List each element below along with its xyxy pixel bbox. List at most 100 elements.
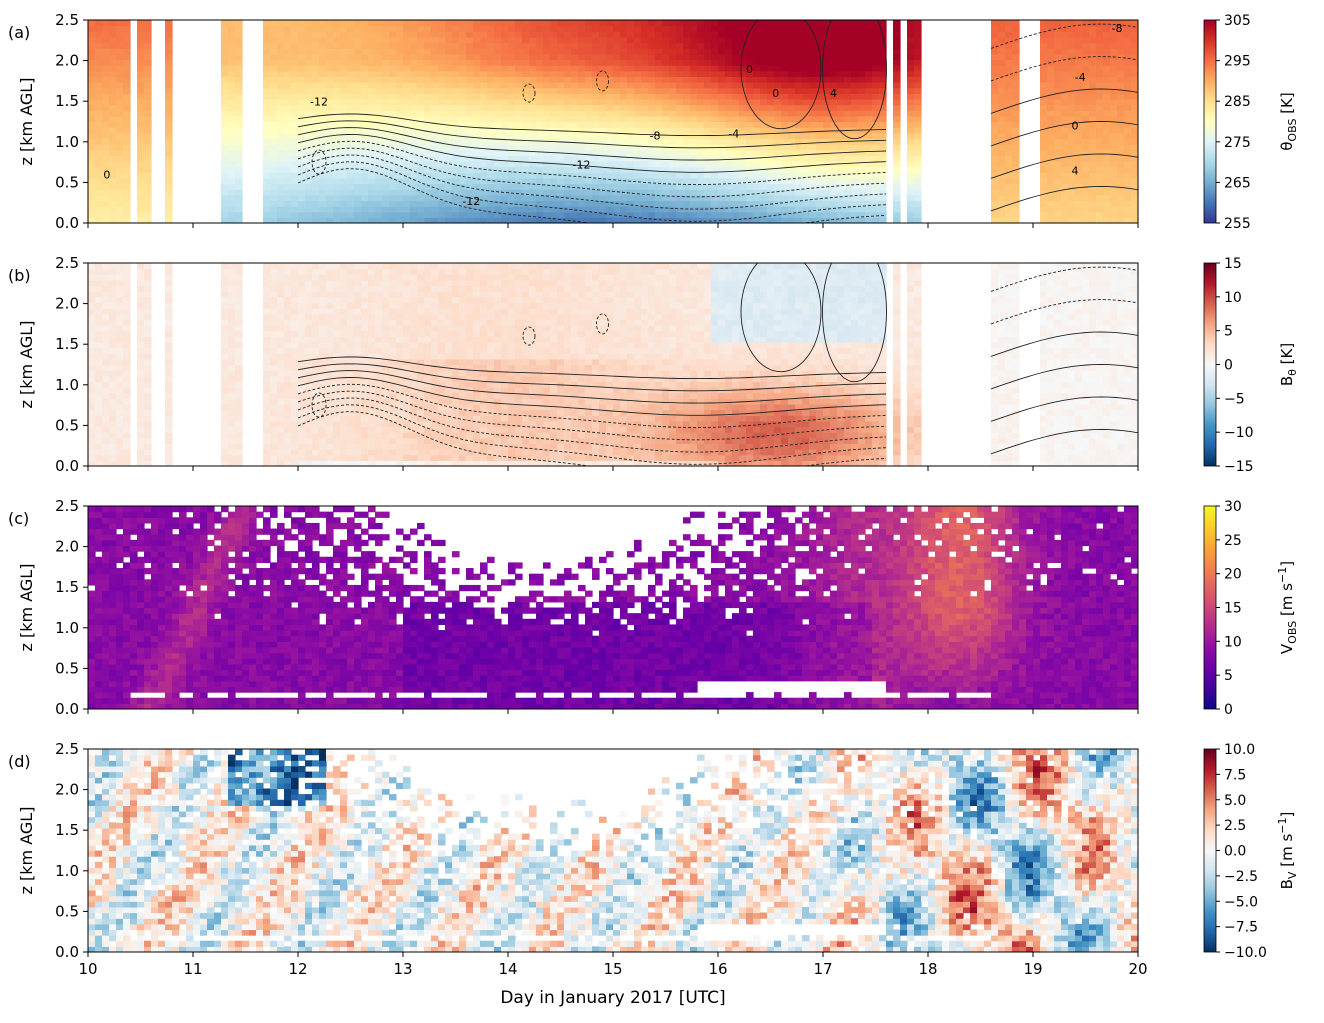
heat-cell [116, 36, 124, 44]
heat-cell [627, 115, 635, 123]
heat-cell [116, 104, 124, 111]
heat-cell [529, 93, 537, 100]
heat-cell [1103, 48, 1111, 55]
heat-cell [438, 194, 446, 202]
heat-cell [382, 110, 390, 117]
heat-cell [144, 132, 152, 140]
heat-cell [655, 31, 663, 38]
heat-cell [991, 211, 999, 218]
heat-cell [529, 132, 537, 140]
heat-cell [1012, 144, 1020, 151]
heat-cell [389, 132, 397, 140]
heat-cell [774, 206, 782, 213]
heat-cell [340, 104, 348, 111]
heat-cell [781, 217, 789, 223]
heat-cell [228, 31, 236, 38]
heat-cell [438, 172, 446, 179]
heat-cell [564, 200, 572, 207]
y-tick-label: 1.5 [55, 92, 79, 110]
heat-cell [95, 115, 103, 123]
heat-cell [466, 59, 474, 66]
heat-cell [592, 87, 600, 94]
heat-cell [438, 155, 446, 162]
heat-cell [690, 59, 698, 66]
heat-cell [137, 353, 145, 360]
heat-cell [1089, 138, 1097, 145]
heat-cell [109, 127, 117, 134]
contour-label: -4 [728, 128, 739, 141]
contour-line [990, 186, 1138, 212]
heat-cell [879, 110, 887, 117]
heat-cell [347, 36, 355, 44]
heat-cell [1054, 87, 1062, 94]
heat-cell [312, 82, 320, 89]
heat-cell [704, 155, 712, 162]
heat-cell [753, 127, 761, 134]
heat-cell [165, 347, 173, 354]
heat-cell [347, 87, 355, 94]
heat-cell [235, 104, 243, 111]
heat-cell [515, 189, 523, 196]
heat-cell [718, 87, 726, 94]
heat-cell [270, 449, 278, 456]
heat-cell [1061, 155, 1069, 162]
heat-cell [235, 132, 243, 140]
heat-cell [1061, 166, 1069, 173]
heat-cell [592, 166, 600, 173]
heat-cell [858, 189, 866, 196]
heat-cell [326, 172, 334, 179]
heat-cell [235, 358, 243, 366]
heat-cell [368, 155, 376, 162]
heat-cell [424, 211, 432, 218]
heat-cell [277, 149, 285, 156]
heat-cell [501, 144, 509, 151]
heat-cell [319, 194, 327, 202]
heat-cell [354, 31, 362, 38]
heat-cell [438, 206, 446, 213]
heat-cell [641, 76, 649, 83]
heat-cell [592, 183, 600, 190]
heat-cell [438, 98, 446, 106]
heat-cell [746, 166, 754, 173]
heat-cell [480, 144, 488, 151]
heat-cell [613, 177, 621, 185]
heat-cell [1005, 93, 1013, 100]
heat-cell [711, 172, 719, 179]
heat-cell [746, 149, 754, 156]
heat-cell [165, 87, 173, 94]
heat-cell [88, 279, 96, 287]
heat-cell [417, 206, 425, 213]
heat-cell [1124, 76, 1132, 83]
heat-cell [753, 177, 761, 185]
heat-cell [144, 82, 152, 89]
heat-cell [816, 155, 824, 162]
heat-cell [123, 409, 131, 416]
heat-cell [858, 42, 866, 49]
heat-cell [228, 217, 236, 223]
heat-cell [851, 59, 859, 66]
heat-cell [1096, 59, 1104, 66]
heat-cell [522, 87, 530, 94]
heat-cell [543, 217, 551, 223]
heat-cell [403, 93, 411, 100]
heat-cell [655, 183, 663, 190]
heat-cell [221, 454, 229, 461]
heat-cell [816, 121, 824, 128]
heat-cell [998, 144, 1006, 151]
heat-cell [669, 93, 677, 100]
heat-cell [466, 172, 474, 179]
heat-cell [88, 20, 96, 27]
heat-cell [361, 115, 369, 123]
heat-cell [1096, 149, 1104, 156]
heat-cell [809, 155, 817, 162]
heat-cell [95, 325, 103, 332]
heat-cell [746, 177, 754, 185]
heat-cell [669, 217, 677, 223]
heat-cell [235, 160, 243, 168]
heat-cell [347, 149, 355, 156]
heat-cell [627, 59, 635, 66]
heat-cell [578, 42, 586, 49]
heat-cell [347, 200, 355, 207]
heat-cell [599, 59, 607, 66]
heat-cell [312, 211, 320, 218]
